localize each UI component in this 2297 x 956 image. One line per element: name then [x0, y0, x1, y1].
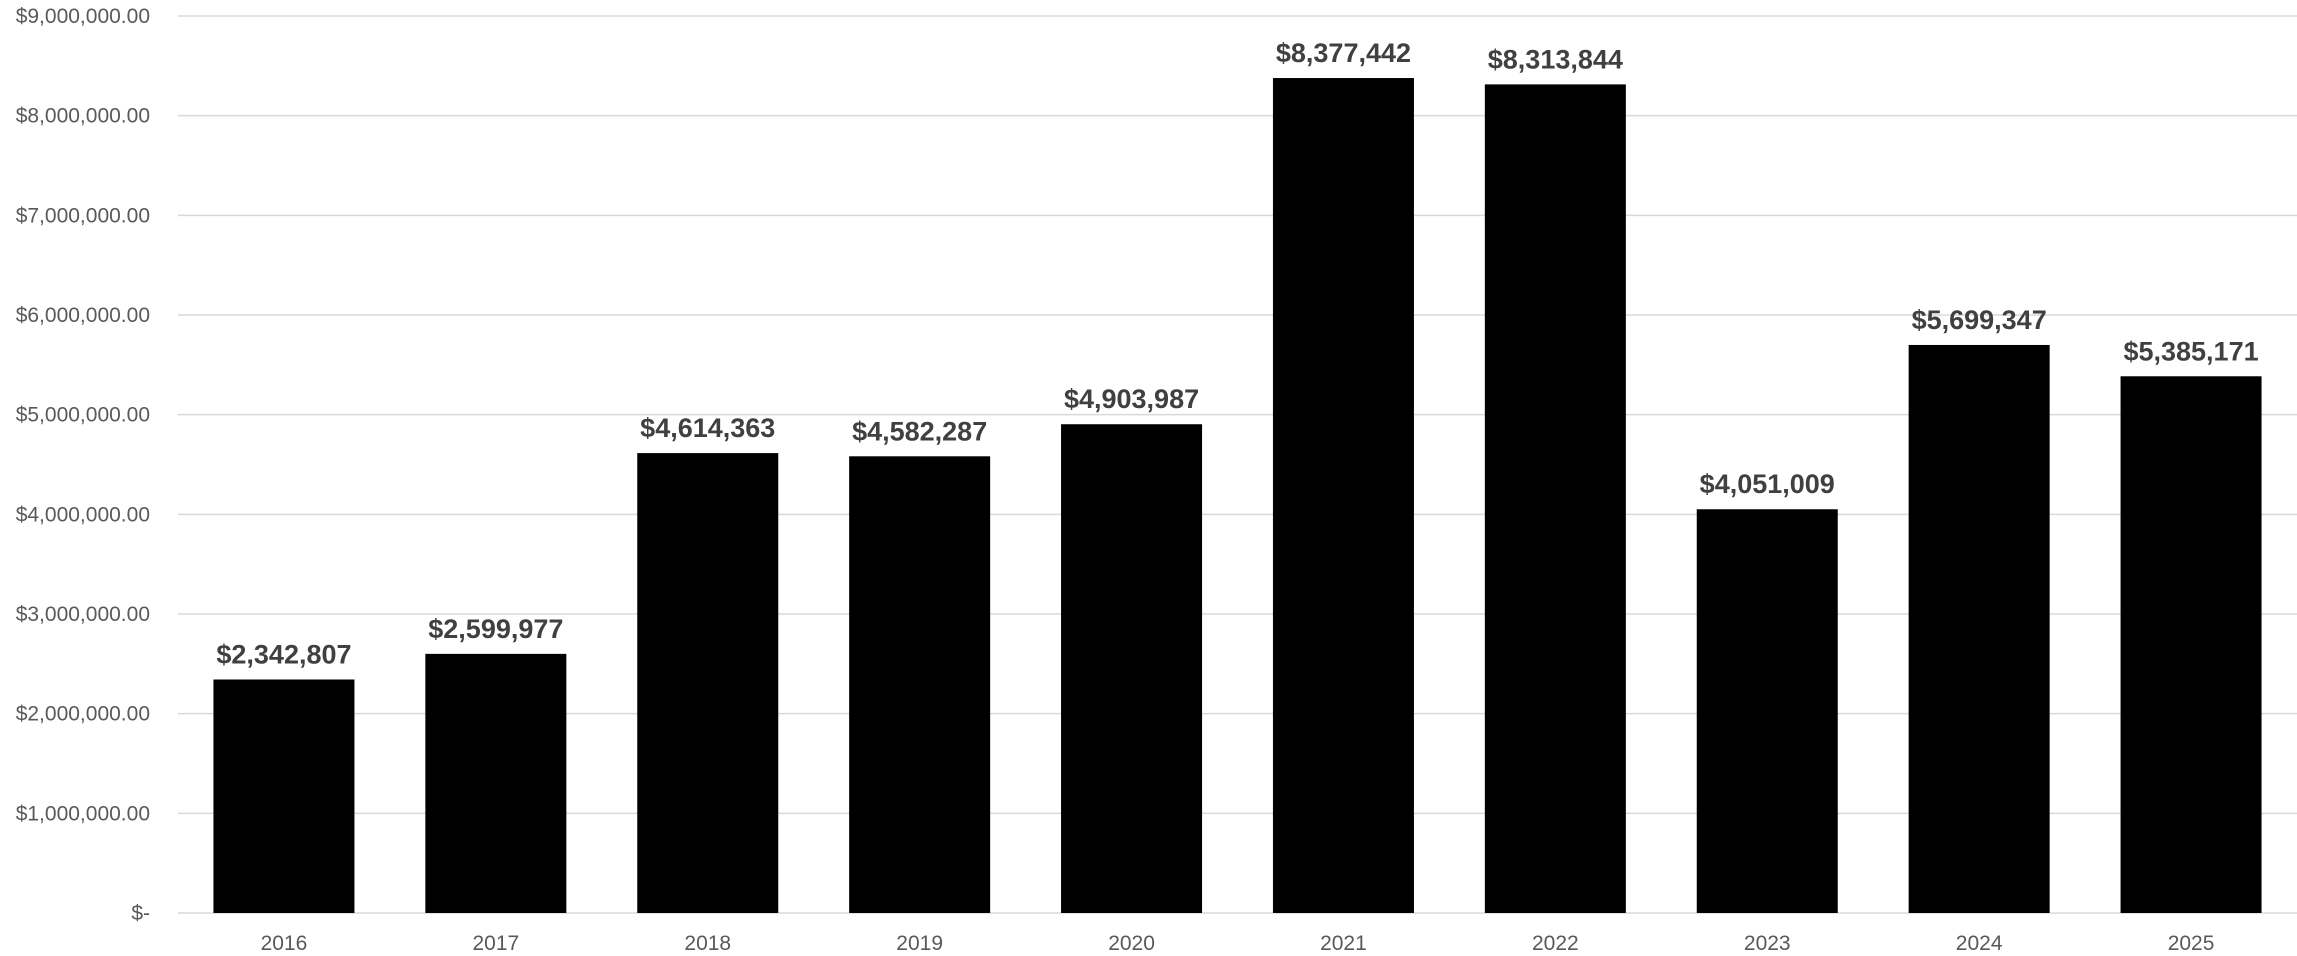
x-tick-label-2021: 2021: [1320, 932, 1367, 955]
data-label-2023: $4,051,009: [1700, 469, 1835, 499]
x-tick-label-2016: 2016: [261, 932, 308, 955]
y-tick-label: $4,000,000.00: [16, 503, 150, 526]
bar-2020: [1061, 424, 1203, 913]
y-tick-label: $9,000,000.00: [16, 5, 150, 28]
data-label-2021: $8,377,442: [1276, 38, 1411, 68]
x-tick-label-2023: 2023: [1744, 932, 1791, 955]
y-tick-label: $8,000,000.00: [16, 105, 150, 128]
bar-2017: [425, 653, 567, 913]
x-tick-label-2022: 2022: [1532, 932, 1579, 955]
y-tick-label: $5,000,000.00: [16, 404, 150, 427]
data-label-2019: $4,582,287: [852, 416, 987, 446]
data-label-2020: $4,903,987: [1064, 384, 1199, 414]
x-tick-label-2017: 2017: [472, 932, 519, 955]
bars: [213, 78, 2262, 913]
y-tick-label: $3,000,000.00: [16, 603, 150, 626]
data-label-2017: $2,599,977: [428, 614, 563, 644]
bar-2024: [1908, 344, 2050, 913]
x-tick-label-2019: 2019: [896, 932, 943, 955]
data-label-2025: $5,385,171: [2123, 336, 2258, 366]
y-tick-label: $2,000,000.00: [16, 703, 150, 726]
bar-2018: [637, 453, 779, 913]
data-label-2022: $8,313,844: [1488, 44, 1623, 74]
data-label-2024: $5,699,347: [1912, 305, 2047, 335]
x-tick-label-2018: 2018: [684, 932, 731, 955]
y-tick-label: $1,000,000.00: [16, 802, 150, 825]
data-labels: $2,342,807 $2,599,977 $4,614,363 $4,582,287…: [216, 38, 2258, 669]
data-label-2016: $2,342,807: [216, 640, 351, 670]
y-tick-label: $7,000,000.00: [16, 204, 150, 227]
y-axis: $- $1,000,000.00 $2,000,000.00 $3,000,000.0…: [16, 5, 150, 925]
bar-2019: [849, 456, 991, 913]
x-tick-label-2024: 2024: [1956, 932, 2003, 955]
bar-2022: [1484, 84, 1626, 913]
y-tick-label: $-: [131, 902, 150, 925]
bar-2025: [2120, 376, 2262, 913]
bar-2016: [213, 679, 355, 913]
bar-2021: [1272, 78, 1414, 913]
data-label-2018: $4,614,363: [640, 413, 775, 443]
y-tick-label: $6,000,000.00: [16, 304, 150, 327]
x-tick-label-2020: 2020: [1108, 932, 1155, 955]
x-tick-label-2025: 2025: [2168, 932, 2215, 955]
bar-2023: [1696, 509, 1838, 913]
x-axis: 2016 2017 2018 2019 2020 2021 2022 2023 2024 2025: [261, 932, 2215, 955]
